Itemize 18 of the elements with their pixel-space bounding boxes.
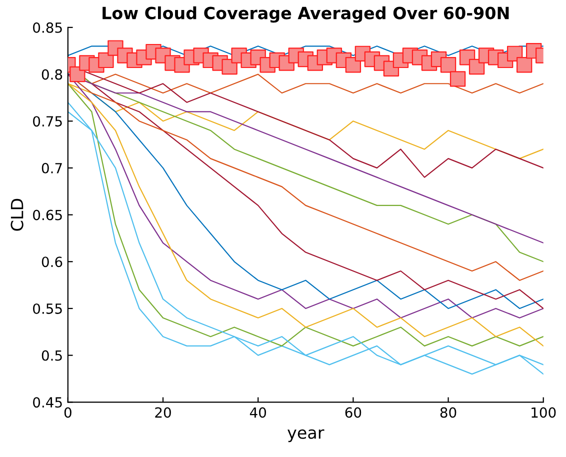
y-tick-label: 0.7	[42, 162, 62, 174]
y-tick-label: 0.45	[33, 397, 62, 408]
x-tick-label: 100	[532, 407, 556, 418]
x-axis-title: year	[288, 429, 324, 442]
chart-title: Low Cloud Coverage Averaged Over 60-90N	[102, 6, 509, 23]
x-tick-label: 20	[155, 407, 171, 418]
y-tick-label: 0.65	[33, 210, 62, 220]
y-tick-label: 0.75	[33, 116, 62, 127]
x-tick-label: 0	[64, 407, 72, 418]
y-tick-label: 0.5	[42, 350, 62, 361]
y-tick-label: 0.8	[42, 69, 62, 80]
y-axis-title: CLD	[10, 198, 24, 231]
y-tick-label: 0.85	[33, 22, 62, 33]
y-tick-label: 0.6	[42, 256, 62, 268]
x-tick-label: 80	[440, 407, 456, 418]
x-tick-label: 60	[345, 407, 362, 418]
y-tick-label: 0.55	[33, 303, 62, 314]
x-tick-label: 40	[250, 407, 266, 418]
